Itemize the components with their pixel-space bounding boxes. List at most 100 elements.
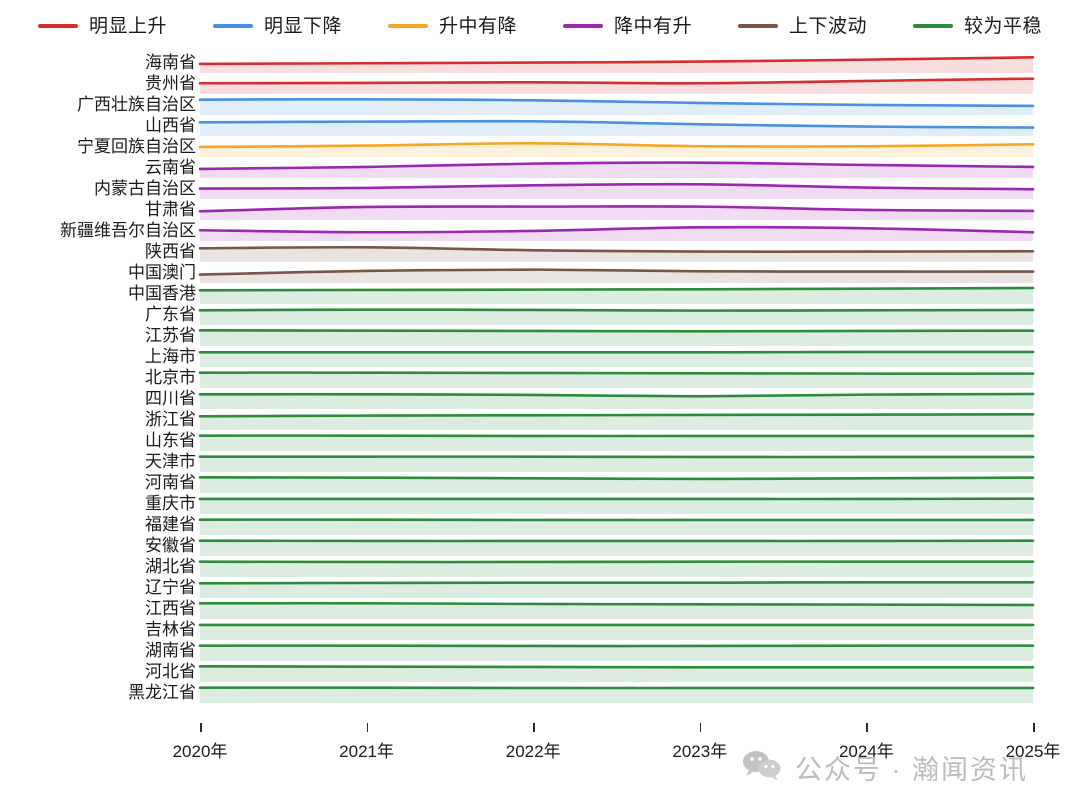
series-line — [198, 268, 1035, 276]
legend-item-fall_rise[interactable]: 降中有升 — [563, 17, 692, 36]
series-row[interactable]: 云南省 — [0, 157, 1080, 178]
series-label: 上海市 — [145, 347, 196, 366]
series-row[interactable]: 福建省 — [0, 514, 1080, 535]
series-line — [198, 56, 1035, 66]
series-area-fill — [200, 287, 1033, 304]
series-band — [198, 136, 1035, 157]
series-label: 甘肃省 — [145, 200, 196, 219]
series-row[interactable]: 北京市 — [0, 367, 1080, 388]
series-band — [198, 304, 1035, 325]
series-row[interactable]: 河南省 — [0, 472, 1080, 493]
series-row[interactable]: 四川省 — [0, 388, 1080, 409]
series-area-fill — [200, 121, 1033, 136]
series-row[interactable]: 中国香港 — [0, 283, 1080, 304]
series-area-fill — [200, 645, 1033, 661]
series-area-fill — [200, 99, 1033, 115]
legend-swatch-rise — [37, 24, 78, 28]
series-row[interactable]: 广西壮族自治区 — [0, 94, 1080, 115]
chart-legend: 明显上升 明显下降 升中有降 降中有升 上下波动 较为平稳 — [0, 0, 1080, 52]
series-row[interactable]: 甘肃省 — [0, 199, 1080, 220]
series-row[interactable]: 贵州省 — [0, 73, 1080, 94]
series-band — [198, 535, 1035, 556]
series-line — [198, 601, 1035, 607]
series-row[interactable]: 辽宁省 — [0, 577, 1080, 598]
series-label: 山东省 — [145, 431, 196, 450]
series-label: 陕西省 — [145, 242, 196, 261]
axis-tick-label: 2024年 — [838, 742, 894, 761]
axis-tick — [699, 723, 702, 732]
legend-label-fall_rise: 降中有升 — [614, 15, 693, 37]
legend-item-rise_dip[interactable]: 升中有降 — [387, 17, 517, 36]
series-row[interactable]: 江苏省 — [0, 325, 1080, 346]
series-label: 浙江省 — [145, 410, 196, 429]
series-area-fill — [200, 456, 1033, 472]
series-row[interactable]: 黑龙江省 — [0, 682, 1080, 703]
series-area-fill — [200, 498, 1033, 514]
series-label: 广西壮族自治区 — [77, 95, 196, 114]
x-axis: 2020年 2021年 2022年 2023年 2024年 2025年 — [173, 723, 1060, 783]
series-band — [198, 220, 1035, 241]
series-row[interactable]: 重庆市 — [0, 493, 1080, 514]
series-label: 辽宁省 — [145, 578, 196, 597]
series-label: 云南省 — [145, 158, 196, 177]
series-line — [198, 476, 1035, 481]
series-label: 中国澳门 — [128, 263, 196, 282]
series-row[interactable]: 海南省 — [0, 52, 1080, 73]
series-area-fill — [200, 435, 1033, 451]
series-row[interactable]: 湖南省 — [0, 640, 1080, 661]
series-band — [198, 430, 1035, 451]
series-row[interactable]: 山东省 — [0, 430, 1080, 451]
series-row[interactable]: 湖北省 — [0, 556, 1080, 577]
legend-item-fluctuate[interactable]: 上下波动 — [738, 17, 867, 36]
axis-tick — [200, 723, 202, 732]
series-line — [198, 245, 1035, 253]
series-band — [198, 451, 1035, 472]
series-row[interactable]: 中国澳门 — [0, 262, 1080, 283]
axis-tick-label: 2025年 — [1005, 742, 1061, 761]
series-band — [198, 94, 1035, 115]
series-row[interactable]: 广东省 — [0, 304, 1080, 325]
series-band — [198, 682, 1035, 703]
series-row[interactable]: 天津市 — [0, 451, 1080, 472]
legend-item-stable[interactable]: 较为平稳 — [913, 17, 1042, 36]
series-label: 湖北省 — [145, 557, 196, 576]
series-band — [198, 598, 1035, 619]
series-row[interactable]: 河北省 — [0, 661, 1080, 682]
legend-swatch-stable — [913, 24, 954, 28]
series-band — [198, 178, 1035, 199]
series-row[interactable]: 浙江省 — [0, 409, 1080, 430]
series-row[interactable]: 江西省 — [0, 598, 1080, 619]
series-label: 贵州省 — [145, 74, 196, 93]
series-row[interactable]: 上海市 — [0, 346, 1080, 367]
series-line — [198, 97, 1035, 108]
series-label: 海南省 — [145, 53, 196, 72]
series-line — [198, 141, 1035, 149]
legend-label-stable: 较为平稳 — [964, 15, 1043, 37]
legend-item-rise[interactable]: 明显上升 — [37, 17, 167, 36]
axis-tick — [866, 723, 868, 732]
legend-item-fall[interactable]: 明显下降 — [212, 17, 342, 36]
series-label: 河北省 — [145, 662, 196, 681]
series-row[interactable]: 陕西省 — [0, 241, 1080, 262]
series-area-fill — [200, 624, 1033, 640]
series-label: 宁夏回族自治区 — [77, 137, 196, 156]
series-label: 江西省 — [145, 599, 196, 618]
series-row[interactable]: 安徽省 — [0, 535, 1080, 556]
series-row[interactable]: 内蒙古自治区 — [0, 178, 1080, 199]
series-line — [198, 392, 1035, 398]
series-row[interactable]: 新疆维吾尔自治区 — [0, 220, 1080, 241]
series-line — [198, 77, 1035, 85]
series-label: 黑龙江省 — [128, 683, 196, 702]
series-row[interactable]: 吉林省 — [0, 619, 1080, 640]
series-area-fill — [200, 414, 1033, 430]
series-label: 广东省 — [145, 305, 196, 324]
series-line — [198, 413, 1035, 418]
series-band — [198, 661, 1035, 682]
series-row[interactable]: 山西省 — [0, 115, 1080, 136]
series-row[interactable]: 宁夏回族自治区 — [0, 136, 1080, 157]
series-area-fill — [200, 330, 1033, 346]
legend-label-fluctuate: 上下波动 — [789, 15, 868, 37]
series-band — [198, 115, 1035, 136]
axis-tick-label: 2020年 — [172, 742, 228, 761]
